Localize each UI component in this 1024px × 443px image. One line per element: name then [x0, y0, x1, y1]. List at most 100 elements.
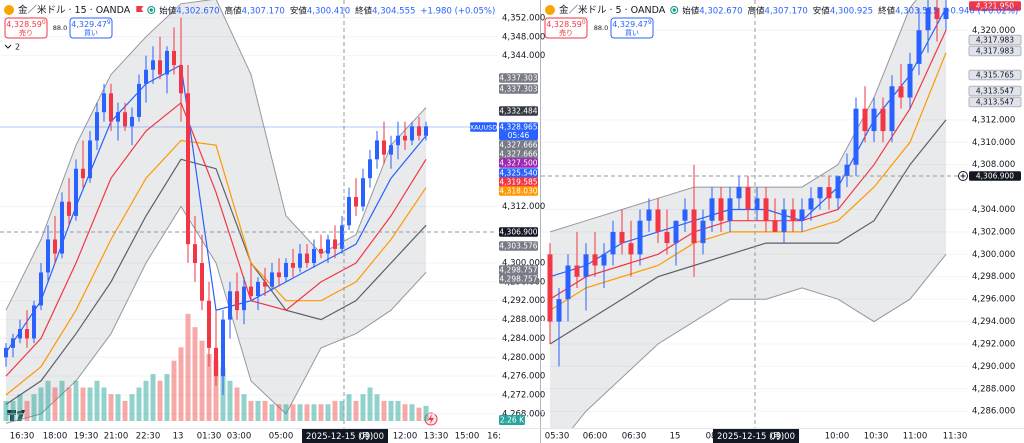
- volume-bar: [171, 360, 177, 421]
- candle-body: [565, 265, 571, 300]
- candle-body: [298, 253, 302, 268]
- x-tick-label: 10:00: [825, 432, 850, 442]
- candle-body: [646, 209, 652, 221]
- buy-price-main: 4,329.47: [612, 20, 648, 29]
- price-tag: [968, 34, 1022, 46]
- candle-body: [312, 248, 316, 264]
- candle-body: [637, 220, 643, 255]
- candle-body: [410, 126, 414, 141]
- candle-body: [790, 209, 796, 221]
- candle-body: [808, 198, 814, 210]
- crosshair-time: 09:00: [771, 432, 796, 442]
- sell-price-main: 4,328.59: [546, 20, 582, 29]
- sell-button[interactable]: [544, 17, 588, 39]
- volume-bar: [381, 400, 387, 421]
- candle-body: [718, 198, 724, 221]
- price-tag: [499, 149, 538, 159]
- volume-bar: [178, 347, 184, 421]
- volume-bar: [59, 380, 65, 421]
- volume-bar: [115, 394, 121, 421]
- candle-body: [934, 7, 940, 20]
- candle-body: [862, 108, 868, 132]
- volume-bar: [17, 394, 23, 421]
- x-tick-label: 06:30: [622, 432, 647, 442]
- candle-body: [389, 145, 393, 155]
- price-tag-label: 4,327.500: [499, 159, 537, 168]
- volume-bar: [52, 387, 58, 421]
- volume-bar: [276, 404, 282, 421]
- candle-body: [207, 300, 211, 348]
- volume-bar: [402, 404, 408, 421]
- symbol-logo: [545, 5, 555, 15]
- price-tag: [499, 265, 538, 275]
- price-tag: [968, 85, 1022, 97]
- candle-body: [151, 60, 155, 70]
- volume-bar: [255, 400, 261, 421]
- buy-price-sup: 9: [648, 19, 652, 26]
- candle-body: [907, 63, 913, 98]
- flag-icon[interactable]: [136, 6, 144, 12]
- candle-body: [53, 239, 57, 254]
- sell-button[interactable]: [4, 17, 48, 39]
- candle-body: [193, 244, 197, 264]
- price-tag: [499, 186, 538, 196]
- price-tag-label: 4,317.983: [976, 47, 1014, 56]
- candle-body: [943, 7, 949, 20]
- volume-bar: [108, 394, 114, 421]
- candle-body: [664, 231, 670, 244]
- candle-body: [172, 50, 176, 66]
- volume-bar: [353, 400, 359, 421]
- buy-button[interactable]: [69, 17, 113, 39]
- volume-bar: [80, 387, 86, 421]
- candle-body: [844, 164, 850, 176]
- candle-body: [826, 187, 832, 199]
- buy-price: 4,329.479: [612, 19, 652, 29]
- volume-bar: [395, 400, 401, 421]
- candle-body: [817, 187, 823, 199]
- sell-price-sup: 0: [42, 19, 46, 26]
- price-tag-label: 4,317.983: [976, 36, 1014, 45]
- candle-body: [109, 93, 113, 122]
- plot-area: [3, 0, 429, 424]
- price-tag-label: 4,318.030: [499, 187, 537, 196]
- volume-bar: [199, 340, 205, 421]
- volume-bar: [31, 394, 37, 421]
- y-tick-label: 4,276.000: [502, 372, 545, 382]
- x-tick-label: 19:30: [74, 432, 99, 442]
- volume-bar: [262, 400, 268, 421]
- volume-bar: [87, 387, 93, 421]
- y-tick-label: 4,292.000: [972, 339, 1015, 349]
- candle-body: [123, 112, 127, 127]
- symbol-title[interactable]: 金／米ドル · 5 · OANDA: [559, 4, 666, 16]
- candle-body: [745, 187, 751, 210]
- candle-body: [547, 254, 553, 322]
- volume-bar: [122, 400, 128, 421]
- y-tick-label: 4,294.000: [972, 317, 1015, 327]
- candle-body: [165, 50, 169, 75]
- indicator-chevron[interactable]: [4, 44, 12, 49]
- volume-bar: [157, 380, 163, 421]
- price-tag: [499, 274, 538, 284]
- chart-panel: 4,320.000 4,312.000 4,310.000 4,308.000 4,30…: [541, 0, 1022, 443]
- ohlc-label: 始値: [682, 5, 700, 16]
- volume-bar: [318, 404, 324, 421]
- candle-body: [214, 347, 218, 377]
- candle-body: [375, 140, 379, 160]
- x-tick-label: 10:30: [864, 432, 889, 442]
- symbol-title[interactable]: 金／米ドル · 15 · OANDA: [18, 4, 131, 16]
- candle-body: [655, 209, 661, 232]
- symbol-logo: [4, 5, 14, 15]
- buy-button[interactable]: [610, 17, 654, 39]
- price-tag-label: 4,337.303: [499, 74, 537, 83]
- y-tick-label: 4,300.000: [972, 250, 1015, 260]
- y-tick-label: 4,290.000: [972, 362, 1015, 372]
- candle-body: [763, 198, 769, 221]
- volume-bar: [45, 380, 51, 421]
- buy-label: 買い: [84, 29, 98, 37]
- volume-bar: [360, 394, 366, 421]
- price-tag-label: 4,328.965: [499, 123, 537, 132]
- price-tag: [499, 73, 538, 83]
- candle-body: [46, 239, 50, 273]
- price-tag-label: 4,306.900: [499, 228, 537, 237]
- candle-body: [116, 112, 120, 122]
